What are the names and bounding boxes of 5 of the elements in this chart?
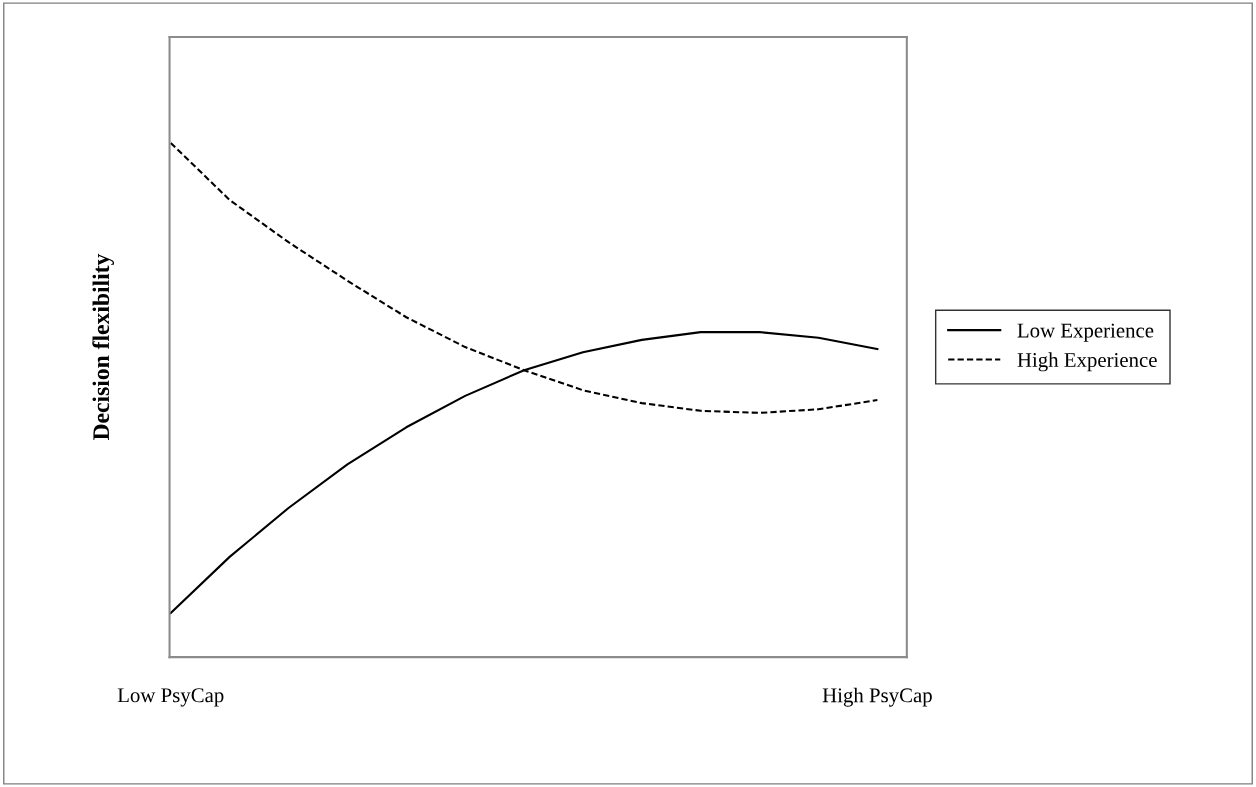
legend-label: High Experience	[1017, 352, 1157, 372]
x-tick-label: High PsyCap	[822, 687, 932, 707]
legend-label: Low Experience	[1017, 323, 1154, 342]
x-tick-label: Low PsyCap	[117, 688, 224, 707]
y-axis-title: Decision flexibility	[92, 253, 114, 441]
